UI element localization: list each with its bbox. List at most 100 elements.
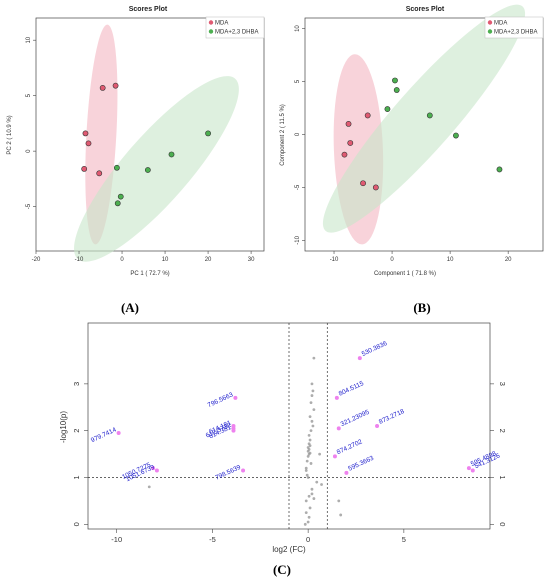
x-tick-label: -5 [209, 535, 216, 544]
panel-b-legend: MDA MDA+2,3 DHBA [484, 16, 544, 39]
nonsignificant-point [309, 462, 313, 465]
significant-point [334, 395, 339, 400]
nonsignificant-point [320, 483, 323, 486]
panel-b-x-ticks: -10 0 10 20 [330, 251, 512, 263]
significant-point-label: 321.23095 [340, 409, 371, 428]
significant-point [344, 470, 349, 475]
panel-b-ellipses [322, 4, 526, 245]
significant-point [241, 468, 246, 473]
panel-c-letter: (C) [273, 562, 291, 577]
y-tick-label: 0 [26, 149, 32, 153]
b-ellipse-series-1 [322, 4, 526, 233]
nonsignificant-point [307, 494, 311, 498]
y-tick-label-right: 2 [498, 429, 507, 433]
significant-point [375, 424, 380, 428]
panel-b-points [341, 77, 503, 191]
a-point-s1-5 [114, 200, 121, 207]
panel-a-x-axis-label: PC 1 ( 72.7 %) [130, 271, 169, 277]
y-tick-label-right: 3 [498, 382, 507, 386]
y-tick-label-left: 0 [72, 522, 81, 526]
nonsignificant-point [315, 480, 319, 484]
significant-point-label: 804.5115 [338, 380, 365, 398]
nonsignificant-point [312, 408, 316, 412]
x-tick-label: -20 [32, 257, 41, 263]
y-tick-label-left: 3 [72, 382, 81, 386]
panel-b-legend-label-mda: MDA [494, 21, 507, 27]
y-tick-label-right: 0 [498, 522, 507, 526]
a-point-s0-0 [99, 85, 106, 91]
panel-a-y-ticks: -5 0 5 10 [26, 36, 36, 209]
significant-point-label: 873.2718 [378, 408, 406, 426]
nonsignificant-point [304, 499, 308, 503]
nonsignificant-point [318, 452, 322, 456]
a-point-s1-0 [205, 130, 211, 137]
nonsignificant-point [305, 473, 309, 477]
b-point-s1-0 [392, 77, 398, 84]
y-tick-label: 0 [295, 132, 301, 136]
x-tick-label: -10 [330, 257, 339, 263]
panel-c-x-axis-label: log2 (FC) [272, 545, 306, 554]
significant-point [116, 431, 121, 436]
y-tick-label: -5 [295, 184, 301, 190]
significant-point [231, 428, 236, 433]
nonsignificant-point [306, 455, 310, 458]
nonsignificant-point [310, 487, 314, 491]
x-tick-label: 20 [205, 257, 212, 263]
significant-point-label: 530.3836 [361, 340, 389, 358]
nonsignificant-point [306, 476, 310, 479]
panel-a-x-ticks: -20 -10 0 10 20 30 [32, 251, 255, 263]
significant-point-label: 796.5663 [207, 391, 235, 409]
significant-point [332, 454, 337, 459]
nonsignificant-point [308, 415, 312, 419]
b-point-s1-3 [426, 112, 433, 119]
panel-a-ellipses [74, 24, 239, 262]
x-tick-label: 5 [402, 535, 406, 544]
a-point-s0-5 [96, 170, 103, 177]
panel-c-plot-frame [87, 322, 491, 530]
panel-a-legend-label-dhba: MDA+2,3 DHBA [215, 30, 259, 36]
panel-a-legend-marker-dhba [208, 29, 214, 34]
nonsignificant-point [310, 492, 314, 496]
panel-a-y-axis-label: PC 2 ( 10.9 %) [7, 115, 13, 154]
a-point-s1-3 [113, 164, 120, 171]
a-point-s1-1 [168, 151, 175, 158]
nonsignificant-point [304, 466, 308, 470]
b-point-s1-2 [384, 106, 391, 112]
y-tick-label-left: 2 [72, 429, 81, 433]
b-point-s0-4 [360, 180, 366, 187]
b-point-s0-2 [347, 140, 354, 146]
nonsignificant-point [304, 469, 308, 472]
nonsignificant-point [304, 511, 308, 515]
panel-c-y-ticks: 0 0 1 1 2 2 3 3 [72, 382, 507, 527]
a-point-s0-4 [81, 165, 88, 172]
panel-a-plot-frame [35, 17, 265, 252]
nonsignificant-point [306, 520, 310, 524]
panel-a-legend-label-mda: MDA [215, 21, 228, 27]
nonsignificant-point [309, 429, 313, 433]
panel-a-points [81, 82, 211, 207]
significant-point-label: 595.3663 [347, 455, 375, 473]
panel-b-x-axis-label: Component 1 ( 71.8 %) [374, 271, 436, 277]
panel-b-scores-plot: Scores Plot -10 0 10 20 -10 -5 0 5 10 Component… [280, 4, 544, 315]
panel-b-legend-marker-mda [487, 20, 493, 25]
y-tick-label: 5 [295, 79, 301, 83]
nonsignificant-point [307, 515, 311, 519]
nonsignificant-point [339, 513, 343, 517]
panel-b-y-ticks: -10 -5 0 5 10 [295, 25, 305, 245]
nonsignificant-point [310, 419, 314, 423]
panel-a-letter: (A) [121, 300, 139, 315]
panel-b-letter: (B) [413, 300, 430, 315]
x-tick-label: 0 [120, 257, 124, 263]
a-point-s1-2 [144, 167, 151, 173]
panel-a-scores-plot: Scores Plot -20 -10 0 10 20 30 -5 0 5 10 PC 1 ( … [7, 6, 265, 315]
significant-point [233, 395, 238, 400]
panel-c-threshold-lines [88, 323, 490, 529]
b-point-s1-5 [496, 166, 503, 173]
a-point-s1-4 [117, 193, 124, 200]
x-tick-label: 30 [248, 257, 255, 263]
y-tick-label: 5 [26, 93, 32, 97]
nonsignificant-point [307, 433, 311, 437]
panel-c-significant-points: 530.3836 804.5115 321.23095 873.2718 874.270… [90, 340, 502, 483]
y-tick-label: 10 [26, 36, 32, 43]
